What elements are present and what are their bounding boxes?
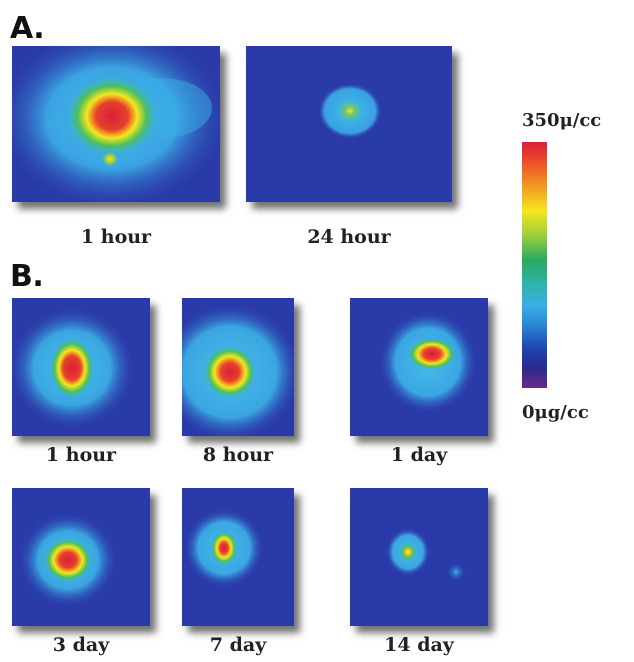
section-b-label: B. [10,259,44,294]
heatmap-image [350,488,488,626]
panel-b-1-day [350,298,488,436]
panel-a-24-hour-caption: 24 hour [307,226,391,248]
heatmap-image [182,298,294,436]
heatmap-image [350,298,488,436]
heatmap-image [12,46,220,202]
heatmap-image [12,488,150,626]
color-scale-bar [522,142,547,388]
heatmap-image [246,46,452,202]
panel-a-1-hour [12,46,220,202]
scale-max-label: 350μ/cc [522,110,602,131]
panel-b-3-day [12,488,150,626]
panel-b-14-day-caption: 14 day [384,634,454,656]
panel-b-1-day-caption: 1 day [390,444,448,466]
panel-a-24-hour [246,46,452,202]
section-a-label: A. [10,11,45,46]
panel-b-3-day-caption: 3 day [52,634,110,656]
panel-b-8-hour [182,298,294,436]
panel-b-8-hour-caption: 8 hour [202,444,274,466]
panel-b-1-hour [12,298,150,436]
panel-b-7-day [182,488,294,626]
panel-b-7-day-caption: 7 day [209,634,267,656]
heatmap-image [12,298,150,436]
panel-b-1-hour-caption: 1 hour [45,444,117,466]
panel-a-1-hour-caption: 1 hour [80,226,152,248]
panel-b-14-day [350,488,488,626]
heatmap-image [182,488,294,626]
scale-min-label: 0μg/cc [522,402,589,423]
